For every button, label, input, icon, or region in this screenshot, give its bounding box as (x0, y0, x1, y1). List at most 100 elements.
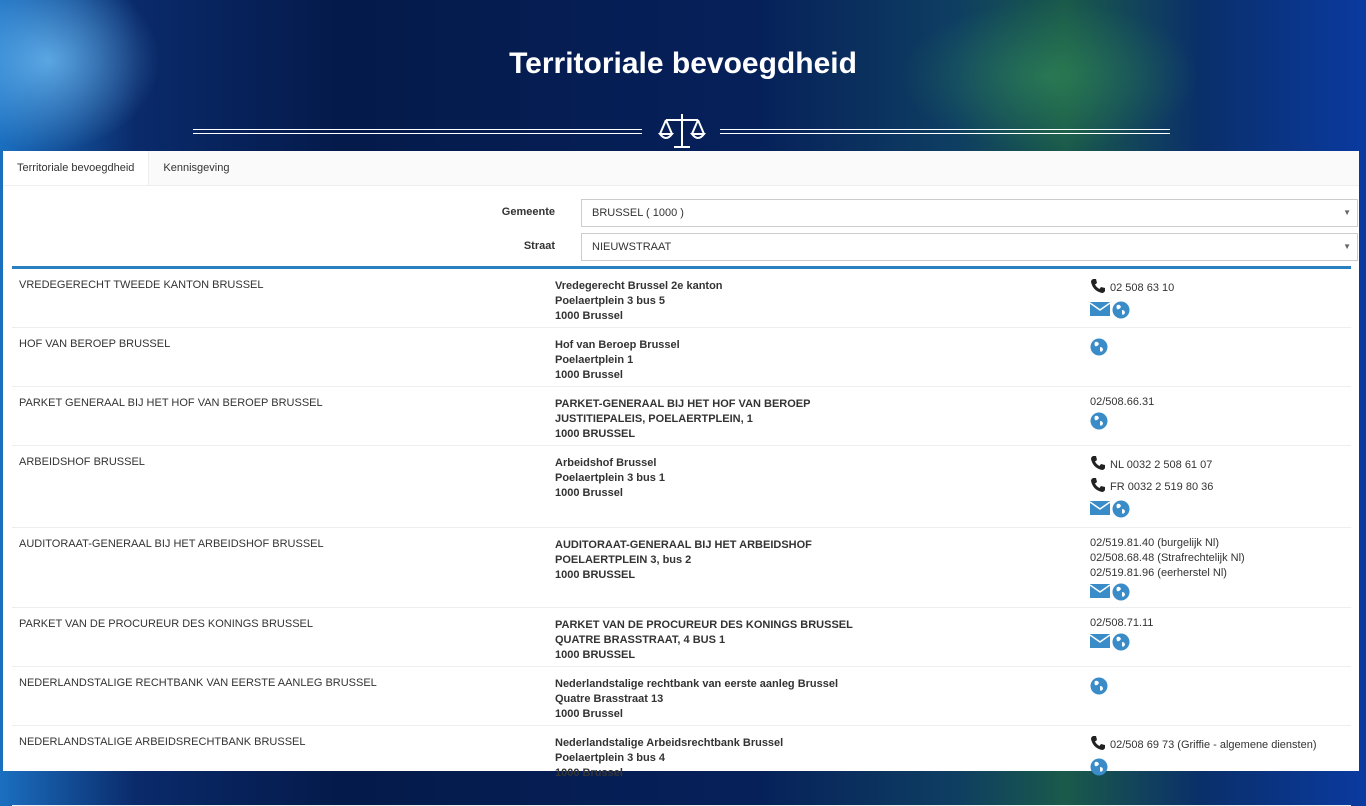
tab-bar: Territoriale bevoegdheid Kennisgeving (3, 151, 1359, 186)
result-row: HOF VAN BEROEP BRUSSEL Hof van Beroep Bru… (12, 328, 1351, 387)
address-line: Nederlandstalige Arbeidsrechtbank Brusse… (555, 737, 784, 749)
address-line: POELAERTPLEIN 3, bus 2 (555, 554, 692, 566)
phone-icon (1090, 278, 1106, 299)
court-contact: 02/508.71.11 (1089, 616, 1154, 651)
phone-icon (1090, 455, 1106, 476)
gemeente-row: Gemeente BRUSSEL ( 1000 ) ▼ (3, 199, 1359, 227)
tab-kennisgeving[interactable]: Kennisgeving (163, 162, 230, 174)
address-line: PARKET-GENERAAL BIJ HET HOF VAN BEROEP (555, 398, 811, 410)
court-name: PARKET GENERAAL BIJ HET HOF VAN BEROEP B… (19, 397, 323, 409)
straat-select[interactable]: NIEUWSTRAAT ▼ (581, 233, 1358, 261)
phone-number: 02/508 69 73 (Griffie - algemene dienste… (1110, 738, 1317, 751)
court-address: Vredegerecht Brussel 2e kanton Poelaertpl… (555, 279, 723, 324)
straat-row: Straat NIEUWSTRAAT ▼ (3, 233, 1359, 261)
phone-number: 02/508.66.31 (1090, 396, 1155, 408)
phone-line[interactable]: 02/508 69 73 (Griffie - algemene dienste… (1090, 734, 1316, 756)
mail-icon[interactable] (1089, 583, 1111, 601)
address-line: Hof van Beroep Brussel (555, 339, 680, 351)
divider (720, 129, 1170, 134)
court-address: PARKET-GENERAAL BIJ HET HOF VAN BEROEP JU… (555, 397, 810, 442)
address-line: Poelaertplein 1 (555, 354, 634, 366)
straat-label: Straat (523, 240, 555, 252)
court-contact: 02/508 69 73 (Griffie - algemene dienste… (1090, 734, 1316, 776)
court-name: NEDERLANDSTALIGE ARBEIDSRECHTBANK BRUSSE… (19, 736, 306, 748)
court-address: Arbeidshof Brussel Poelaertplein 3 bus 1 1… (555, 456, 665, 501)
globe-icon[interactable] (1112, 500, 1132, 518)
globe-icon[interactable] (1090, 338, 1110, 356)
court-address: AUDITORAAT-GENERAAL BIJ HET ARBEIDSHOF PO… (555, 538, 812, 583)
phone-icon (1090, 477, 1106, 498)
result-row: AUDITORAAT-GENERAAL BIJ HET ARBEIDSHOF B… (12, 528, 1351, 608)
address-line: JUSTITIEPALEIS, POELAERTPLEIN, 1 (555, 413, 753, 425)
address-line: Nederlandstalige rechtbank van eerste aa… (555, 678, 839, 690)
phone-icon (1090, 735, 1106, 756)
result-row: PARKET VAN DE PROCUREUR DES KONINGS BRUS… (12, 608, 1351, 667)
globe-icon[interactable] (1090, 677, 1110, 695)
gemeente-label: Gemeente (501, 206, 555, 218)
court-contact (1090, 336, 1110, 356)
court-address: Hof van Beroep Brussel Poelaertplein 1 100… (555, 338, 680, 383)
globe-icon[interactable] (1112, 583, 1132, 601)
result-row: ARBEIDSHOF BRUSSEL Arbeidshof Brussel Poel… (12, 446, 1351, 528)
court-name: ARBEIDSHOF BRUSSEL (19, 456, 145, 468)
address-line: 1000 Brussel (555, 708, 623, 720)
tab-territoriale-bevoegdheid[interactable]: Territoriale bevoegdheid (3, 151, 150, 185)
phone-number: NL 0032 2 508 61 07 (1110, 458, 1213, 471)
content-panel: Territoriale bevoegdheid Kennisgeving Ge… (3, 151, 1359, 806)
divider (193, 129, 642, 134)
address-line: 1000 BRUSSEL (555, 569, 636, 581)
globe-icon[interactable] (1112, 633, 1132, 651)
phone-number: 02/519.81.40 (burgelijk Nl) (1090, 537, 1220, 549)
result-row: NEDERLANDSTALIGE RECHTBANK VAN EERSTE AA… (12, 667, 1351, 726)
court-address: PARKET VAN DE PROCUREUR DES KONINGS BRUS… (555, 618, 853, 663)
straat-value: NIEUWSTRAAT (592, 241, 672, 253)
court-contact: NL 0032 2 508 61 07 FR 0032 2 519 80 36 (1089, 454, 1213, 518)
court-name: AUDITORAAT-GENERAAL BIJ HET ARBEIDSHOF B… (19, 538, 324, 550)
phone-number: 02 508 63 10 (1110, 281, 1175, 294)
address-line: 1000 Brussel (555, 767, 623, 779)
mail-icon[interactable] (1089, 633, 1111, 651)
address-line: Poelaertplein 3 bus 4 (555, 752, 666, 764)
address-line: 1000 BRUSSEL (555, 649, 636, 661)
court-address: Nederlandstalige Arbeidsrechtbank Brusse… (555, 736, 783, 781)
address-line: AUDITORAAT-GENERAAL BIJ HET ARBEIDSHOF (555, 539, 812, 551)
court-name: PARKET VAN DE PROCUREUR DES KONINGS BRUS… (19, 618, 314, 630)
scales-icon (658, 114, 706, 148)
court-name: NEDERLANDSTALIGE RECHTBANK VAN EERSTE AA… (19, 677, 377, 689)
address-line: QUATRE BRASSTRAAT, 4 BUS 1 (555, 634, 726, 646)
phone-number: FR 0032 2 519 80 36 (1110, 480, 1214, 493)
address-line: Vredegerecht Brussel 2e kanton (555, 280, 723, 292)
result-row: VREDEGERECHT TWEEDE KANTON BRUSSEL Vredeg… (12, 269, 1351, 328)
court-name: VREDEGERECHT TWEEDE KANTON BRUSSEL (19, 279, 264, 291)
address-line: Poelaertplein 3 bus 1 (555, 472, 666, 484)
address-line: 1000 BRUSSEL (555, 428, 636, 440)
phone-line[interactable]: NL 0032 2 508 61 07 (1090, 454, 1213, 476)
phone-line[interactable]: FR 0032 2 519 80 36 (1090, 476, 1213, 498)
court-contact: 02/519.81.40 (burgelijk Nl) 02/508.68.48 … (1089, 536, 1245, 601)
gemeente-value: BRUSSEL ( 1000 ) (592, 207, 684, 219)
globe-icon[interactable] (1090, 412, 1110, 430)
court-contact: 02 508 63 10 (1089, 277, 1174, 319)
results-list: VREDEGERECHT TWEEDE KANTON BRUSSEL Vredeg… (12, 266, 1351, 806)
court-address: Nederlandstalige rechtbank van eerste aa… (555, 677, 838, 722)
address-line: PARKET VAN DE PROCUREUR DES KONINGS BRUS… (555, 619, 853, 631)
globe-icon[interactable] (1112, 301, 1132, 319)
court-contact: 02/508.66.31 (1090, 395, 1154, 430)
phone-number: 02/519.81.96 (eerherstel Nl) (1090, 567, 1227, 579)
mail-icon[interactable] (1089, 500, 1111, 518)
court-contact (1090, 675, 1110, 695)
phone-line[interactable]: 02 508 63 10 (1090, 277, 1174, 299)
chevron-down-icon: ▼ (1343, 208, 1351, 217)
address-line: 1000 Brussel (555, 487, 623, 499)
mail-icon[interactable] (1089, 301, 1111, 319)
phone-number: 02/508.71.11 (1090, 617, 1154, 629)
hero-banner: Territoriale bevoegdheid (0, 0, 1366, 152)
gemeente-select[interactable]: BRUSSEL ( 1000 ) ▼ (581, 199, 1358, 227)
address-line: 1000 Brussel (555, 369, 623, 381)
chevron-down-icon: ▼ (1343, 242, 1351, 251)
result-row: PARKET GENERAAL BIJ HET HOF VAN BEROEP B… (12, 387, 1351, 446)
address-line: Quatre Brasstraat 13 (555, 693, 664, 705)
result-row: NEDERLANDSTALIGE ARBEIDSRECHTBANK BRUSSE… (12, 726, 1351, 806)
globe-icon[interactable] (1090, 758, 1110, 776)
address-line: Poelaertplein 3 bus 5 (555, 295, 666, 307)
